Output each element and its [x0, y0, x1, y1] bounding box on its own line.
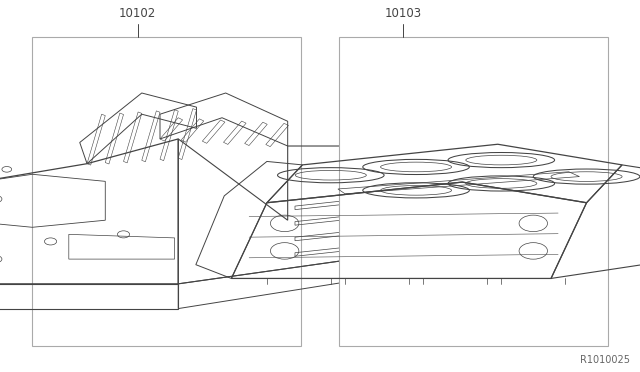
Bar	[32, 37, 301, 346]
Text: 10102: 10102	[119, 7, 156, 20]
Bar	[339, 37, 608, 346]
Text: R1010025: R1010025	[580, 355, 630, 365]
Text: 10103: 10103	[385, 7, 422, 20]
